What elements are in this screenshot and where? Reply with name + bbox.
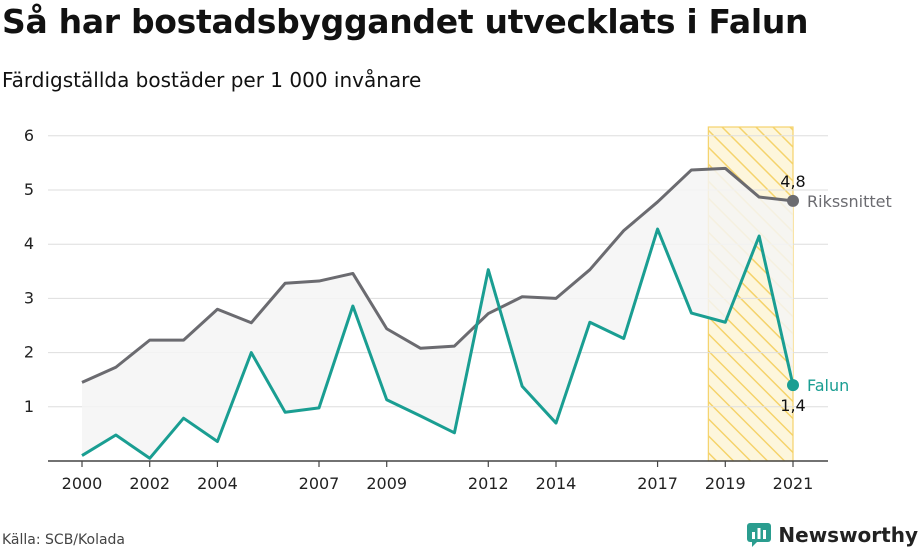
- x-tick-label: 2021: [773, 474, 814, 493]
- x-tick-label: 2017: [637, 474, 678, 493]
- x-tick-label: 2009: [366, 474, 407, 493]
- source-note: Källa: SCB/Kolada: [2, 532, 126, 548]
- series-end-value-riket: 4,8: [780, 172, 805, 191]
- series-line-falun: [81, 227, 795, 460]
- x-tick-label: 2004: [197, 474, 238, 493]
- y-tick-label: 3: [24, 288, 34, 307]
- x-tick-label: 2000: [62, 474, 103, 493]
- brand-logo: Newsworthy: [746, 522, 918, 548]
- y-tick-label: 2: [24, 343, 34, 362]
- series-endpoint-riket: [787, 194, 799, 207]
- y-tick-label: 1: [24, 397, 34, 416]
- brand-name: Newsworthy: [778, 523, 918, 547]
- y-tick-label: 5: [24, 180, 34, 199]
- chart-title: Så har bostadsbyggandet utvecklats i Fal…: [2, 2, 809, 41]
- series-line-riket: [81, 166, 794, 384]
- series-end-value-falun: 1,4: [780, 396, 805, 415]
- x-tick-label: 2014: [536, 474, 577, 493]
- newsworthy-logo-icon: [747, 523, 772, 547]
- x-tick-label: 2012: [468, 474, 509, 493]
- x-tick-label: 2019: [705, 474, 746, 493]
- y-tick-label: 4: [24, 234, 34, 253]
- series-name-falun: Falun: [807, 376, 849, 395]
- series-endpoint-falun: [787, 379, 799, 392]
- x-tick-label: 2007: [299, 474, 340, 493]
- x-tick-label: 2002: [129, 474, 170, 493]
- y-tick-label: 6: [24, 126, 34, 145]
- series-name-riket: Rikssnittet: [807, 192, 892, 211]
- chart-subtitle: Färdigställda bostäder per 1 000 invånar…: [2, 68, 422, 92]
- band-between-series: [82, 168, 793, 459]
